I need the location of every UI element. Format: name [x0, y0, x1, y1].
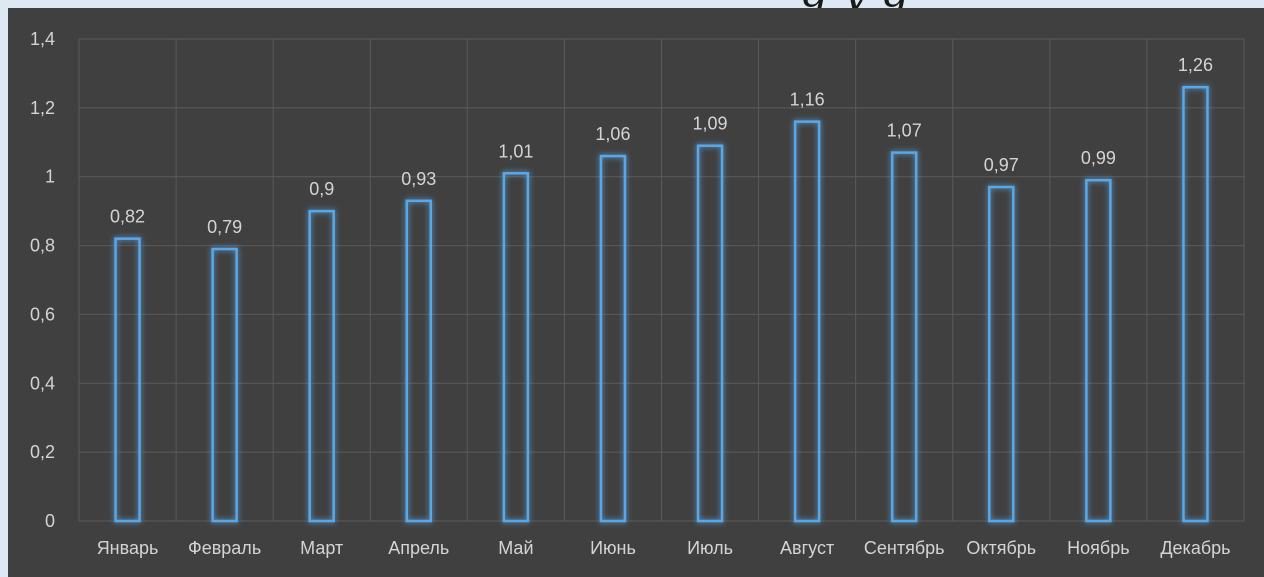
x-tick-label: Октябрь	[966, 538, 1036, 558]
bar	[988, 185, 1015, 523]
y-tick-label: 1	[45, 167, 55, 187]
x-tick-label: Февраль	[188, 538, 261, 558]
data-label: 0,93	[401, 169, 436, 189]
y-tick-label: 0,2	[30, 442, 55, 462]
y-tick-label: 1,2	[30, 98, 55, 118]
bar	[696, 144, 724, 523]
data-label: 1,16	[790, 90, 825, 110]
bar-chart: 0 0,2 0,4 0,6 0,8 1 1,2 1,4 0,82 Январь 0,79 Феврал…	[30, 29, 1245, 558]
data-label: 1,07	[887, 121, 922, 141]
x-tick-label: Сентябрь	[864, 538, 945, 558]
bar	[599, 154, 627, 523]
data-label: 1,06	[595, 124, 630, 144]
y-tick-label: 0,8	[30, 236, 55, 256]
x-tick-label: Март	[300, 538, 343, 558]
bar	[502, 172, 530, 523]
data-label: 1,09	[693, 114, 728, 134]
bar	[1182, 85, 1209, 523]
x-tick-label: Апрель	[388, 538, 449, 558]
data-label: 1,26	[1178, 55, 1213, 75]
x-tick-label: Декабрь	[1160, 538, 1230, 558]
bar	[1085, 178, 1112, 523]
data-label: 1,01	[498, 141, 533, 161]
x-tick-label: Июль	[687, 538, 733, 558]
data-label: 0,97	[984, 155, 1019, 175]
label-layer: 0 0,2 0,4 0,6 0,8 1 1,2 1,4 0,82 Январь 0,79 Феврал…	[30, 29, 1231, 558]
bar	[114, 237, 141, 523]
data-label: 0,9	[309, 179, 334, 199]
data-label: 0,82	[110, 207, 145, 227]
x-tick-label: Январь	[97, 538, 159, 558]
bar-layer	[114, 85, 1209, 523]
bar	[211, 247, 238, 523]
bar	[890, 151, 918, 523]
y-tick-label: 0	[45, 511, 55, 531]
bar	[405, 199, 433, 523]
grid-layer	[78, 38, 1245, 522]
x-tick-label: Август	[780, 538, 834, 558]
x-tick-label: Май	[498, 538, 533, 558]
x-tick-label: Ноябрь	[1067, 538, 1129, 558]
x-tick-label: Июнь	[590, 538, 636, 558]
data-label: 0,79	[207, 217, 242, 237]
bar	[793, 120, 821, 523]
data-label: 0,99	[1081, 148, 1116, 168]
y-tick-label: 0,6	[30, 304, 55, 324]
bar	[308, 209, 335, 523]
y-tick-label: 0,4	[30, 373, 55, 393]
y-tick-label: 1,4	[30, 29, 55, 49]
chart-panel: 0 0,2 0,4 0,6 0,8 1 1,2 1,4 0,82 Январь 0,79 Феврал…	[8, 8, 1264, 577]
